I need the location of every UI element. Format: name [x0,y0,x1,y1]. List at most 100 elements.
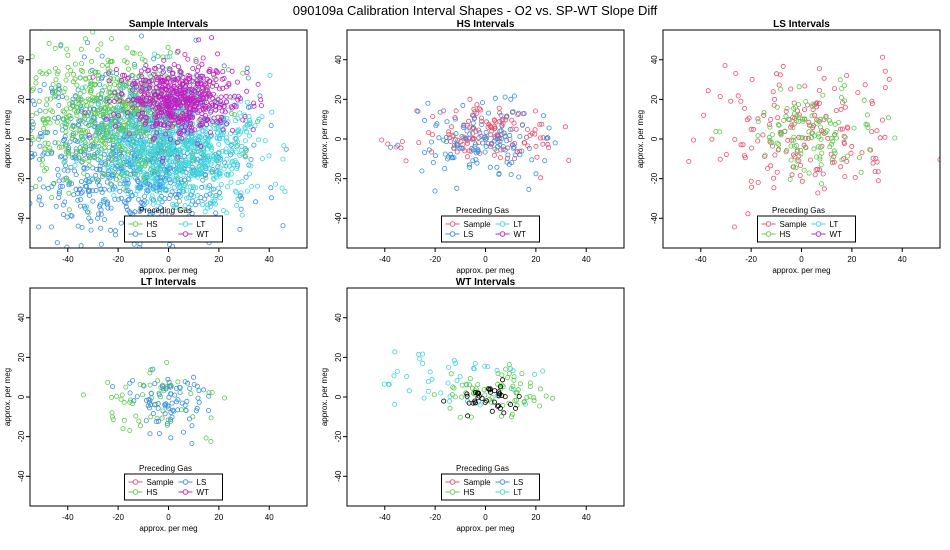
panel-2-xtick-label: -40 [379,255,391,264]
panel-1-point-hs [47,96,53,102]
panel-1-point-wt [207,104,213,110]
panel-3-point-sample [842,174,848,180]
panel-1-point-lt [131,162,137,168]
panel-1-point-ls [136,196,142,202]
panel-4-point-ls [148,391,154,397]
panel-3-point-hs [851,125,857,131]
panel-4-point-ls [196,388,202,394]
panel-5-point-lt [391,373,397,379]
panel-1-point-hs [93,111,99,117]
panel-3-point-hs [808,123,814,129]
panel-1-point-lt [216,149,222,155]
panel-1-point-lt [113,133,119,139]
panel-1-point-wt [230,127,236,133]
panel-1-point-ls [131,62,137,68]
panel-2-point-ls [504,159,510,165]
panel-2-point-ls [480,140,486,146]
panel-1-point-wt [169,112,175,118]
panel-3-point-hs [856,155,862,161]
panel-5-point-hs [459,382,465,388]
panel-5-point-lt [471,366,477,372]
panel-3-point-sample [760,132,766,138]
panel-5-point-hs [511,374,517,380]
panel-5-point-lt [416,351,422,357]
panel-4-point-ls [205,407,211,413]
panel-1-point-ls [268,123,274,129]
panel-5-point-lt [472,360,478,366]
panel-1-title: Sample Intervals [129,19,209,30]
panel-3-point-hs [818,124,824,130]
panel-2-point-ls [443,139,449,145]
panel-4-point-ls [173,385,179,391]
panel-1-point-lt [217,195,223,201]
panel-5-point-hs [463,382,469,388]
panel-5-point-wt_self [501,410,507,416]
panel-1-point-hs [120,92,126,98]
panel-5-point-hs [452,394,458,400]
panel-1-point-hs [30,121,36,127]
panel-3-point-hs [791,111,797,117]
panel-1-point-hs [72,61,78,67]
panel-1-point-lt [186,177,192,183]
panel-2-point-ls [453,131,459,137]
panel-1-point-lt [234,142,240,148]
panel-1-point-lt [156,150,162,156]
panel-1-point-wt [104,116,110,122]
panel-1-point-ls [61,167,67,173]
panel-1-point-wt [180,74,186,80]
panel-1-point-ls [98,225,104,231]
panel-1-point-lt [244,129,250,135]
panel-1-point-wt [138,68,144,74]
panel-1-point-ls [98,186,104,192]
panel-2-point-ls [442,166,448,172]
panel-1-point-lt [185,160,191,166]
panel-1-point-ls [137,208,143,214]
panel-3-point-sample [771,185,777,191]
panel-1-point-hs [99,62,105,68]
panel-4-ytick-label: 20 [17,352,26,361]
panel-1-point-hs [64,177,70,183]
panel-1-point-lt [127,174,133,180]
panel-1-point-lt [228,179,234,185]
panel-3-point-sample [788,124,794,130]
panel-4-point-ls [163,401,169,407]
panel-1-point-wt [204,116,210,122]
panel-4-point-ls [206,393,212,399]
panel-1-point-ls [213,210,219,216]
panel-1-point-ls [62,199,68,205]
panel-1-point-ls [118,195,124,201]
panel-5-point-wt_self [476,393,482,399]
panel-4-point-ls [201,387,207,393]
panel-3-point-sample [783,108,789,114]
panel-1-point-ls [280,223,286,229]
panel-1-point-wt [223,99,229,105]
panel-1-point-wt [138,114,144,120]
panel-1-point-lt [246,171,252,177]
panel-1-point-hs [114,176,120,182]
panel-3-point-hs [776,122,782,128]
panel-5-ylabel: approx. per meg [320,368,329,426]
panel-4-point-ls [131,398,137,404]
panel-4-point-ls [156,392,162,398]
panel-1-point-wt [195,83,201,89]
panel-1-point-wt [234,79,240,85]
panel-1-point-lt [246,133,252,139]
panel-1-point-hs [105,63,111,69]
panel-1-point-lt [180,187,186,193]
panel-1-point-hs [81,103,87,109]
panel-2-point-ls [482,136,488,142]
panel-1-point-ls [75,197,81,203]
panel-3-point-hs [793,165,799,171]
panel-1-point-ls [104,249,108,253]
panel-2-point-sample [472,109,478,115]
panel-1-point-hs [65,52,71,58]
panel-5-point-lt [452,360,458,366]
panel-4-point-hs [133,413,139,419]
panel-1-point-hs [78,67,84,73]
panel-1-point-wt [179,124,185,130]
panel-1-point-lt [238,147,244,153]
panel-3-point-hs [777,129,783,135]
panel-2-point-sample [454,149,460,155]
panel-2-point-ls [526,145,532,151]
panel-1-point-wt [232,93,238,99]
